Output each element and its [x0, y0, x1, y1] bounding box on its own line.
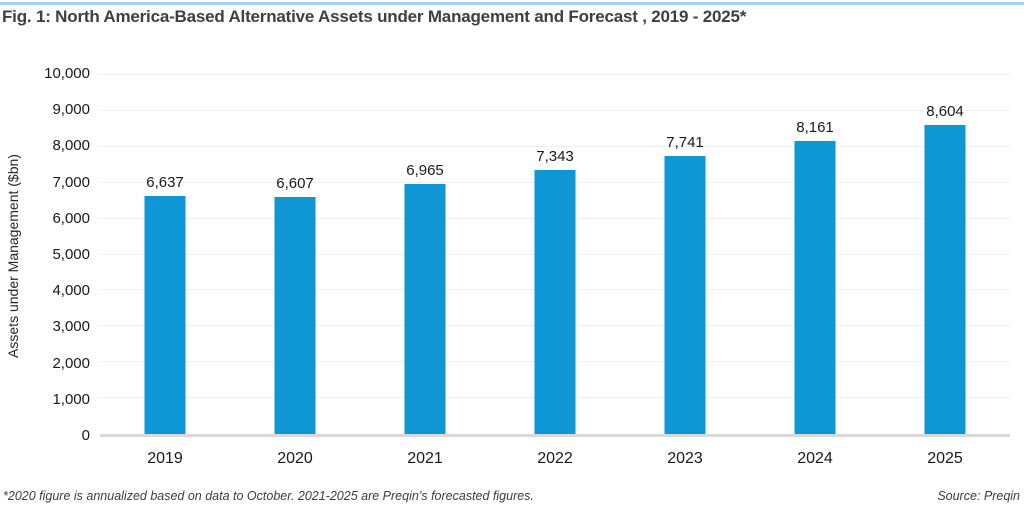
bar — [274, 196, 316, 434]
gridline — [100, 109, 1010, 111]
bar — [144, 195, 186, 434]
bar-slot: 8,604 2025 — [880, 75, 1010, 467]
x-tick-label: 2021 — [407, 450, 443, 467]
y-tick-label: 0 — [81, 427, 90, 444]
x-tick-label: 2023 — [667, 450, 703, 467]
bar-value-label: 7,343 — [536, 148, 574, 166]
x-tick-label: 2019 — [147, 450, 183, 467]
y-tick-label: 5,000 — [52, 246, 90, 263]
bar-value-label: 6,607 — [276, 174, 314, 192]
y-axis-title: Assets under Management ($bn) — [5, 154, 21, 358]
bar-slot: 6,607 2020 — [230, 75, 360, 467]
x-tick-label: 2025 — [927, 450, 963, 467]
source-credit: Source: Preqin — [937, 489, 1020, 503]
y-tick-label: 8,000 — [52, 137, 90, 155]
bar-value-label: 8,161 — [796, 119, 834, 137]
bar-slot: 6,637 2019 — [100, 75, 230, 467]
y-tick-label: 3,000 — [52, 318, 90, 336]
y-tick-label: 1,000 — [52, 390, 90, 408]
top-border-rule — [0, 2, 1024, 5]
bar-value-label: 6,965 — [406, 161, 444, 179]
bar-slot: 7,741 2023 — [620, 75, 750, 467]
y-tick-label: 2,000 — [52, 354, 90, 372]
bar — [924, 125, 966, 434]
bar-value-label: 8,604 — [926, 103, 964, 121]
y-tick-label: 9,000 — [52, 101, 90, 119]
bar — [664, 156, 706, 434]
bar-slot: 6,965 2021 — [360, 75, 490, 467]
x-tick-label: 2022 — [537, 450, 573, 467]
figure-title: Fig. 1: North America-Based Alternative … — [2, 7, 747, 26]
bar — [794, 141, 836, 434]
gridline — [100, 145, 1010, 147]
y-tick-label: 10,000 — [44, 65, 90, 82]
plot-area: 6,637 2019 6,607 2020 6,965 2021 7,343 2022 7,74… — [100, 74, 1010, 467]
bar-value-label: 6,637 — [146, 173, 184, 191]
footnote: *2020 figure is annualized based on data… — [3, 489, 534, 503]
bar-slot: 8,161 2024 — [750, 75, 880, 467]
y-tick-label: 4,000 — [52, 282, 90, 300]
y-tick-label: 6,000 — [52, 209, 90, 227]
y-tick-label: 7,000 — [52, 173, 90, 191]
gridline — [100, 74, 1010, 75]
y-axis-labels: 0 1,000 2,000 3,000 4,000 5,000 6,000 7,000 8,00… — [28, 65, 90, 444]
bar-value-label: 7,741 — [666, 134, 704, 152]
x-tick-label: 2024 — [797, 450, 833, 467]
bar — [534, 170, 576, 434]
bar — [404, 183, 446, 434]
bar-slot: 7,343 2022 — [490, 75, 620, 467]
x-tick-label: 2020 — [277, 450, 313, 467]
